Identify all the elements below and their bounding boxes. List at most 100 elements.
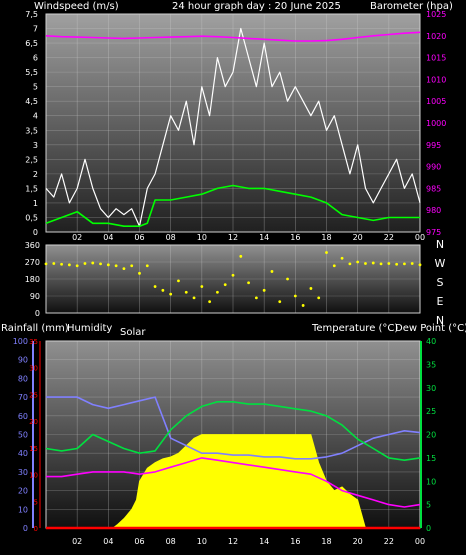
direction-point	[122, 267, 126, 271]
direction-y-tick: 360	[25, 241, 40, 250]
direction-point	[91, 261, 95, 265]
direction-point	[403, 262, 406, 266]
direction-point	[247, 281, 250, 285]
wind-y-axis-labels: 0 0,5 1 1,5 2 2,5 3 3,5 4 4,5 5 5,5 6 6,5 7 7,5	[25, 10, 38, 237]
direction-point	[301, 304, 305, 307]
direction-point	[138, 271, 141, 275]
barometer-y-tick: 1005	[426, 97, 446, 106]
humidity-y-tick: 70	[18, 393, 28, 402]
wind-y-tick: 2,5	[25, 155, 38, 164]
wind-y-tick: 0,5	[25, 213, 38, 222]
barometer-y-tick: 995	[426, 141, 441, 150]
direction-point	[216, 290, 219, 294]
direction-point	[254, 296, 258, 300]
barometer-y-tick: 1015	[426, 54, 446, 63]
direction-point	[278, 300, 282, 304]
series-humidity	[46, 396, 421, 460]
direction-point	[44, 262, 48, 266]
temp-x-tick: 22	[384, 537, 394, 546]
barometer-y-tick: 990	[426, 163, 441, 172]
barometer-y-tick: 980	[426, 206, 441, 215]
rain-y-tick: 5	[34, 498, 38, 506]
solar-label: Solar	[120, 327, 146, 338]
wind-x-tick: 00	[415, 233, 425, 242]
temp-x-tick: 06	[134, 537, 144, 546]
wind-x-tick: 08	[166, 233, 176, 242]
wind-y-tick: 6	[33, 54, 38, 63]
direction-point	[161, 288, 165, 292]
temp-x-tick: 20	[353, 537, 363, 546]
direction-point	[145, 264, 149, 268]
temp-y-tick: 30	[426, 384, 436, 393]
direction-point	[379, 262, 383, 266]
direction-point	[184, 290, 188, 294]
direction-point	[169, 292, 173, 296]
direction-point	[223, 283, 227, 287]
direction-point	[395, 262, 399, 266]
barometer-y-axis-labels: 975 980 985 990 995 1000 1005 1010 1015 1020 1025	[426, 10, 446, 237]
humidity-y-tick: 10	[18, 505, 28, 514]
wind-x-tick: 02	[72, 233, 82, 242]
direction-point	[317, 296, 321, 300]
direction-point	[75, 264, 79, 268]
temp-axes: 0102030405060708090100051015202530350510…	[13, 337, 436, 533]
graph-title: 24 hour graph day : 20 June 2025	[172, 1, 341, 12]
direction-point	[286, 277, 289, 281]
wind-y-tick: 6,5	[25, 39, 38, 48]
wind-y-tick: 7,5	[25, 10, 38, 19]
wind-series	[45, 27, 421, 227]
direction-plot-background	[45, 244, 421, 314]
barometer-label: Barometer (hpa)	[370, 1, 453, 12]
direction-point	[83, 262, 87, 265]
wind-x-tick: 14	[259, 233, 269, 242]
wind-x-tick: 06	[134, 233, 144, 242]
temp-x-tick: 00	[415, 537, 425, 546]
temp-x-tick: 04	[103, 537, 113, 546]
barometer-y-tick: 1025	[426, 10, 446, 19]
temp-x-tick: 16	[290, 537, 300, 546]
wind-y-tick: 4	[33, 112, 38, 121]
barometer-y-tick: 985	[426, 184, 441, 193]
humidity-y-tick: 50	[18, 431, 28, 440]
wind-x-axis-labels: 02 04 06 08 10 12 14 16 18 20 22 00	[72, 233, 425, 242]
direction-point	[208, 300, 212, 304]
temp-y-tick: 35	[426, 360, 436, 369]
temp-y-tick: 15	[426, 454, 436, 463]
direction-y-tick: 180	[25, 275, 40, 284]
direction-point	[293, 294, 297, 298]
temp-y-tick: 20	[426, 431, 436, 440]
rain-y-tick: 0	[34, 525, 38, 533]
temp-y-tick: 10	[426, 477, 436, 486]
temp-x-tick: 10	[197, 537, 207, 546]
direction-point	[231, 273, 235, 277]
wind-barometer-panel: 00,511,522,533,544,555,566,577,5 9759809…	[25, 1, 453, 242]
temp-x-tick: 08	[166, 537, 176, 546]
rain-y-tick: 20	[29, 418, 38, 426]
temp-series	[45, 396, 421, 530]
temperature-panel: 0102030405060708090100051015202530350510…	[1, 323, 466, 546]
humidity-y-tick: 90	[18, 356, 28, 365]
direction-point	[239, 254, 243, 258]
rain-y-tick: 35	[29, 338, 38, 346]
wind-y-tick: 0	[33, 228, 38, 237]
series-gust	[45, 27, 421, 227]
direction-points	[44, 251, 422, 307]
wind-x-tick: 12	[228, 233, 238, 242]
rain-y-tick: 25	[29, 391, 38, 399]
direction-point	[60, 262, 63, 266]
direction-point	[99, 262, 102, 266]
rain-y-tick: 15	[29, 445, 38, 453]
windspeed-label: Windspeed (m/s)	[34, 1, 119, 12]
direction-point	[270, 270, 274, 273]
wind-y-tick: 3,5	[25, 126, 38, 135]
direction-point	[309, 287, 313, 290]
direction-point	[410, 262, 414, 265]
compass-label: N	[436, 314, 444, 327]
humidity-y-tick: 100	[13, 337, 28, 346]
temp-x-tick: 14	[259, 537, 269, 546]
temp-y-tick: 0	[426, 524, 431, 533]
direction-y-tick: 0	[35, 309, 40, 318]
direction-point	[348, 262, 352, 266]
compass-label: S	[437, 276, 444, 289]
